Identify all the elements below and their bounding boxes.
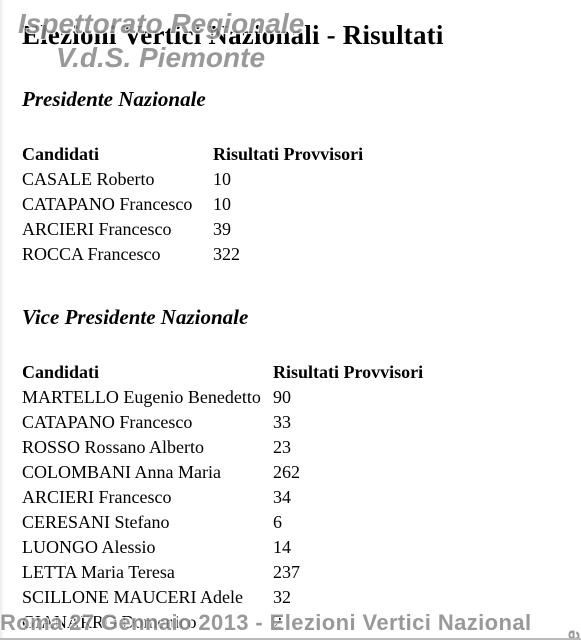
table-row: COLOMBANI Anna Maria262	[22, 460, 429, 485]
table-row: CASALE Roberto10	[22, 167, 369, 192]
cell-name: COLOMBANI Anna Maria	[22, 460, 273, 485]
table-presidente: Candidati Risultati Provvisori CASALE Ro…	[22, 142, 369, 267]
table-row: CATAPANO Francesco10	[22, 192, 369, 217]
cell-name: ROSSO Rossano Alberto	[22, 435, 273, 460]
cell-name: CATAPANO Francesco	[22, 192, 213, 217]
cell-value: 14	[273, 535, 429, 560]
table-row: SCILLONE MAUCERI Adele32	[22, 585, 429, 610]
cell-value: 237	[273, 560, 429, 585]
cell-value: 10	[213, 192, 369, 217]
table-row: LETTA Maria Teresa237	[22, 560, 429, 585]
cell-name: ARCIERI Francesco	[22, 485, 273, 510]
cell-value: 10	[213, 167, 369, 192]
col-header-candidati: Candidati	[22, 142, 213, 167]
col-header-risultati: Risultati Provvisori	[213, 142, 369, 167]
table-row: ARCIERI Francesco34	[22, 485, 429, 510]
cell-name: GIANARRO Domenico	[22, 610, 273, 635]
cell-value: 23	[273, 435, 429, 460]
section-heading-presidente: Presidente Nazionale	[22, 87, 559, 112]
table-header-row: Candidati Risultati Provvisori	[22, 142, 369, 167]
cell-name: ROCCA Francesco	[22, 242, 213, 267]
cell-value: 322	[213, 242, 369, 267]
cell-name: ARCIERI Francesco	[22, 217, 213, 242]
table-body-presidente: CASALE Roberto10CATAPANO Francesco10ARCI…	[22, 167, 369, 267]
col-header-risultati: Risultati Provvisori	[273, 360, 429, 385]
cell-value: 262	[273, 460, 429, 485]
table-header-row: Candidati Risultati Provvisori	[22, 360, 429, 385]
page-root: Elezioni Vertici Nazionali - Risultati P…	[0, 0, 581, 640]
table-row: ARCIERI Francesco39	[22, 217, 369, 242]
table-body-vicepresidente: MARTELLO Eugenio Benedetto90CATAPANO Fra…	[22, 385, 429, 635]
cell-name: LUONGO Alessio	[22, 535, 273, 560]
table-row: LUONGO Alessio14	[22, 535, 429, 560]
cell-name: CERESANI Stefano	[22, 510, 273, 535]
table-vicepresidente: Candidati Risultati Provvisori MARTELLO …	[22, 360, 429, 635]
table-row: ROSSO Rossano Alberto23	[22, 435, 429, 460]
cell-name: CATAPANO Francesco	[22, 410, 273, 435]
cell-value: 32	[273, 585, 429, 610]
table-row: GIANARRO Domenico2	[22, 610, 429, 635]
page-title: Elezioni Vertici Nazionali - Risultati	[22, 20, 559, 51]
cell-name: MARTELLO Eugenio Benedetto	[22, 385, 273, 410]
cell-name: LETTA Maria Teresa	[22, 560, 273, 585]
table-row: MARTELLO Eugenio Benedetto90	[22, 385, 429, 410]
table-row: ROCCA Francesco322	[22, 242, 369, 267]
cell-name: CASALE Roberto	[22, 167, 213, 192]
col-header-candidati: Candidati	[22, 360, 273, 385]
table-row: CERESANI Stefano6	[22, 510, 429, 535]
cell-name: SCILLONE MAUCERI Adele	[22, 585, 273, 610]
cell-value: 33	[273, 410, 429, 435]
left-shadow	[0, 0, 4, 640]
table-row: CATAPANO Francesco33	[22, 410, 429, 435]
cell-value: 39	[213, 217, 369, 242]
cell-value: 34	[273, 485, 429, 510]
section-heading-vicepresidente: Vice Presidente Nazionale	[22, 305, 559, 330]
cell-value: 2	[273, 610, 429, 635]
cell-value: 90	[273, 385, 429, 410]
cell-value: 6	[273, 510, 429, 535]
